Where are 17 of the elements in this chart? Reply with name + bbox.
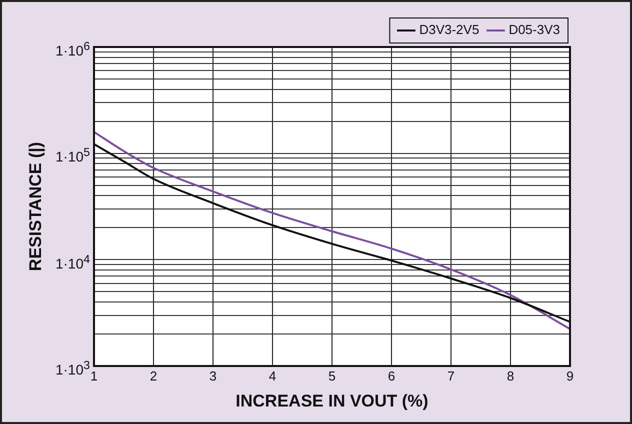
y-tick-label: 1·10$^{5}$ [55,145,90,165]
y-tick-label: 1·10$^{3}$ [55,358,90,378]
legend-label: D3V3-2V5 [419,22,480,38]
x-tick-label: 2 [150,368,158,384]
x-tick-label: 7 [447,368,455,384]
legend-label: D05-3V3 [508,22,560,38]
x-tick-label: 6 [388,368,396,384]
x-tick-label: 1 [90,368,98,384]
y-tick-label: 1·10$^{4}$ [55,252,90,272]
x-axis-title: INCREASE IN VOUT (%) [236,391,428,410]
y-axis-title: RESISTANCE (|) [26,142,45,272]
y-tick-label: 1·10$^{6}$ [55,39,90,59]
x-tick-label: 3 [209,368,217,384]
x-tick-label: 5 [328,368,336,384]
x-tick-label: 8 [506,368,514,384]
x-tick-label: 4 [268,368,276,384]
x-tick-label: 9 [566,368,574,384]
